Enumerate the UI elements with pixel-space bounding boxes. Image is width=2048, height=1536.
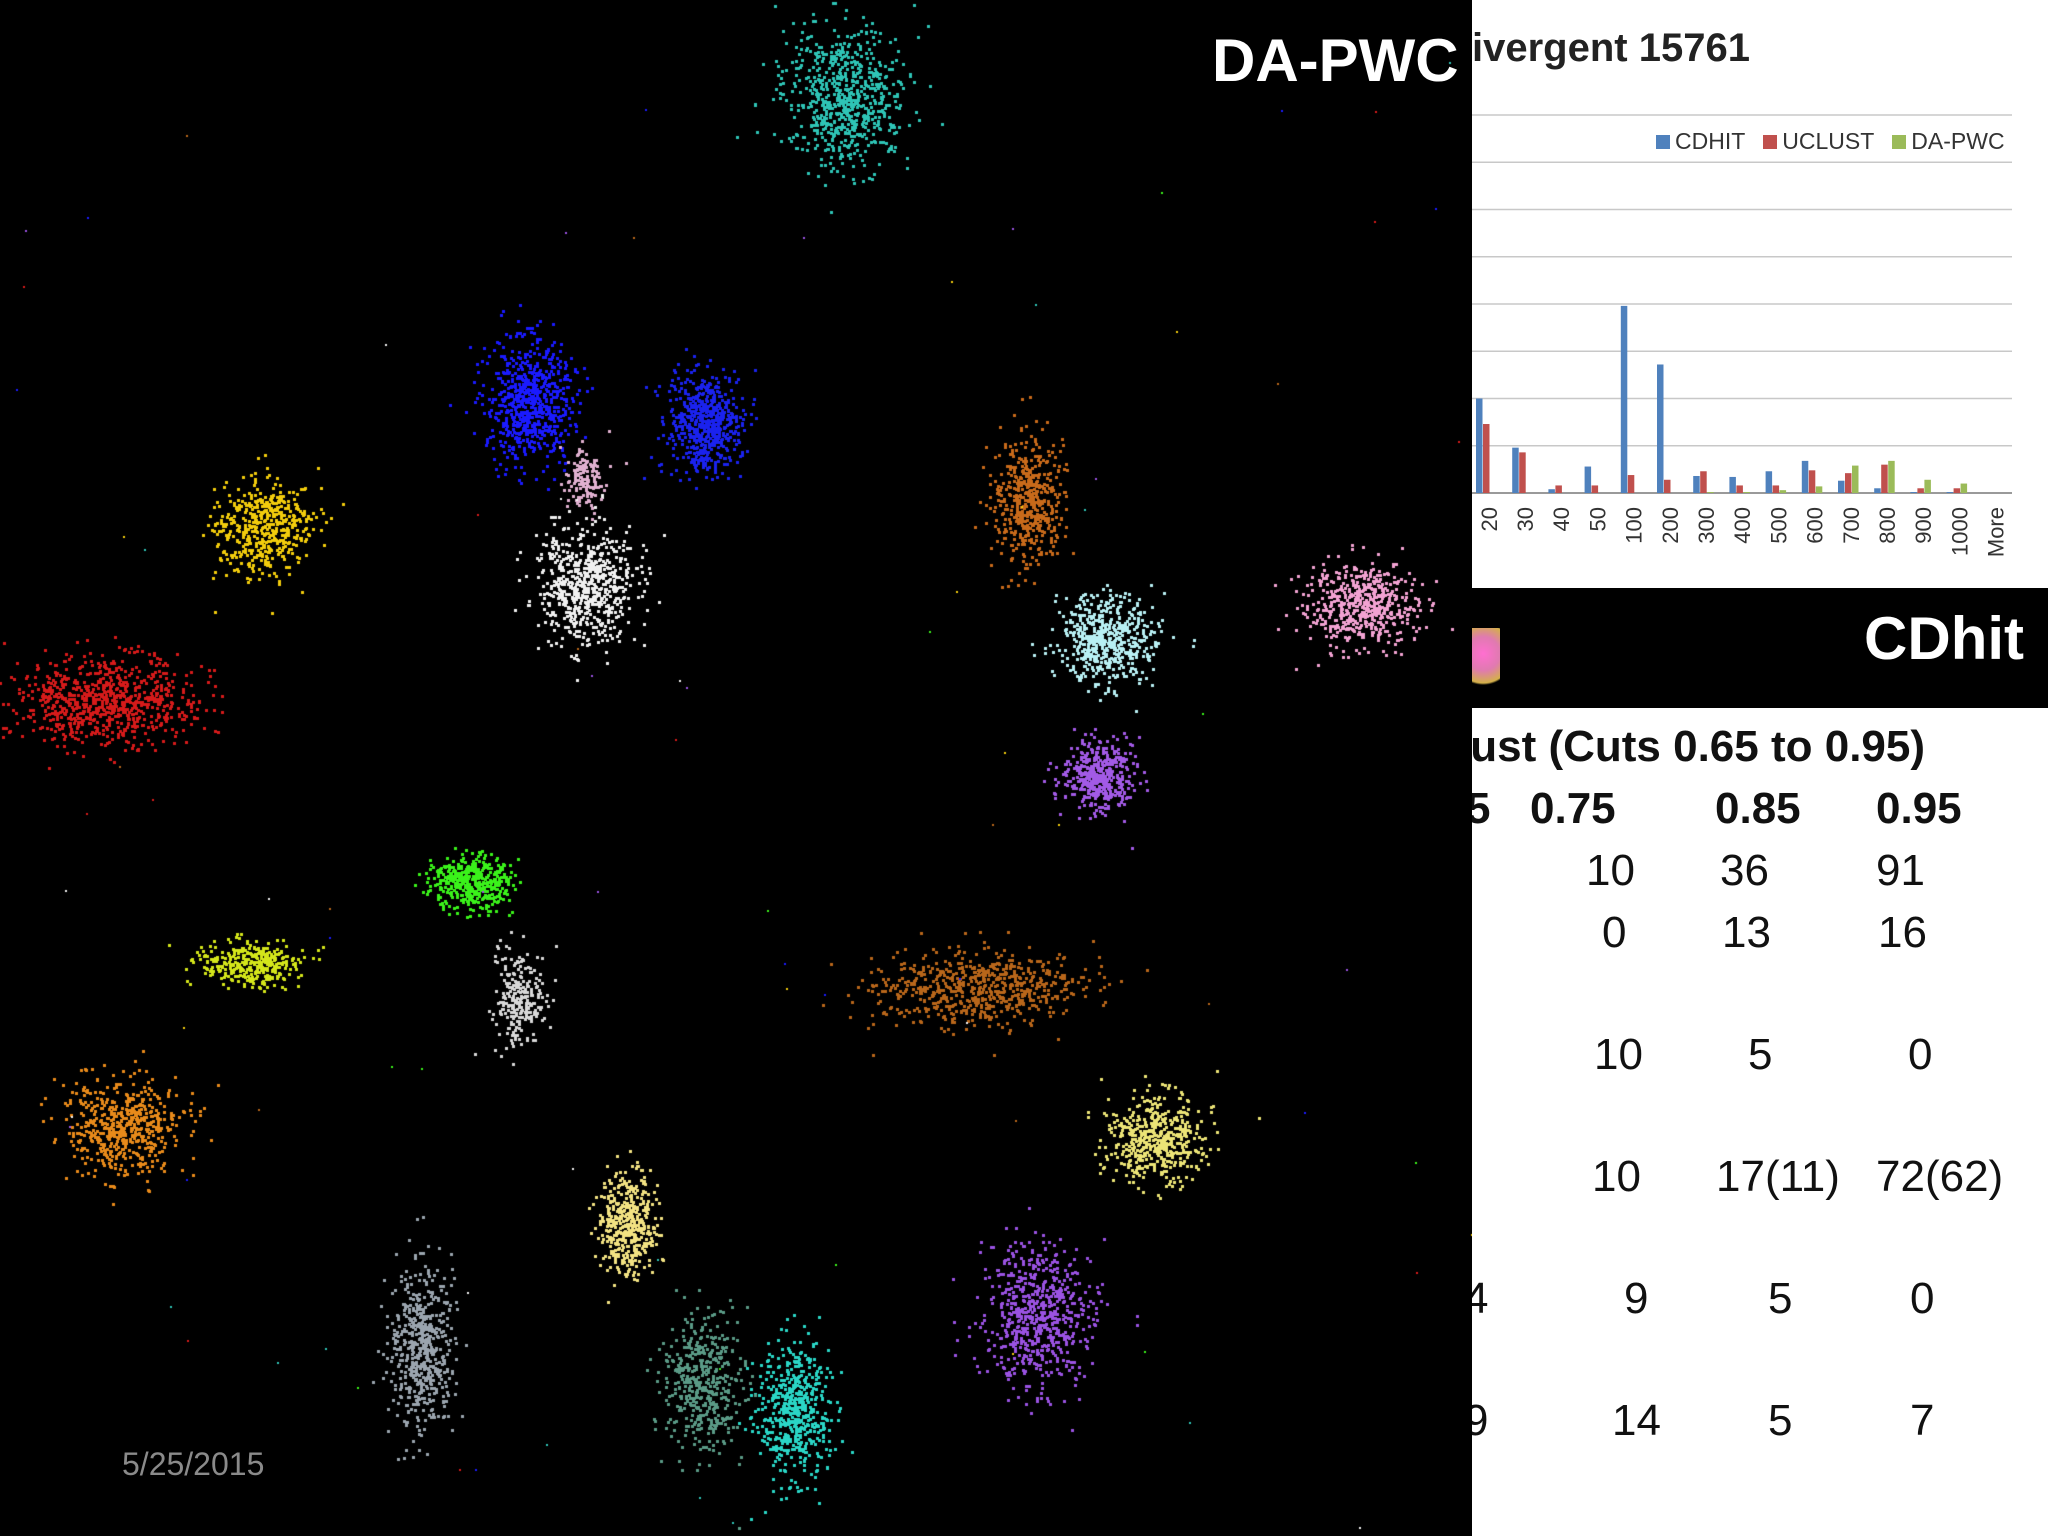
legend-item-cdhit: CDHIT xyxy=(1656,128,1745,155)
cdhit-cluster-fragment xyxy=(1472,628,1500,692)
table-cell: 13 xyxy=(1722,908,1771,957)
table-cell: 10 xyxy=(1592,1152,1641,1201)
x-tick-label: 20 xyxy=(1477,507,1502,531)
table-cell: 0 xyxy=(1910,1274,1935,1323)
bar-cdhit-400 xyxy=(1729,476,1736,493)
dapwc-scatter-panel: DA-PWC 5/25/2015 xyxy=(0,0,1472,1536)
bar-cdhit-900 xyxy=(1910,492,1917,493)
table-cell: 16 xyxy=(1878,908,1927,957)
legend-item-uclust: UCLUST xyxy=(1763,128,1874,155)
bar-cdhit-50 xyxy=(1584,466,1592,493)
x-tick-label: 700 xyxy=(1839,507,1864,544)
x-tick-label: 600 xyxy=(1803,507,1828,544)
bar-cdhit-600 xyxy=(1801,460,1809,493)
bar-chart-panel: 20 30 40 50 100 200 300 400 500 600 700 800 900 1000 M… xyxy=(1472,0,2048,588)
bar-cdhit-700 xyxy=(1838,480,1845,493)
bar-uclust-200 xyxy=(1664,479,1671,493)
bar-uclust-700 xyxy=(1845,473,1852,493)
bar-uclust-100 xyxy=(1627,475,1635,493)
legend-label-uclust: UCLUST xyxy=(1782,128,1875,154)
legend-label-dapwc: DA-PWC xyxy=(1911,128,2005,154)
legend-label-cdhit: CDHIT xyxy=(1675,128,1746,154)
legend-swatch-dapwc xyxy=(1892,134,1907,149)
table-cell: 14 xyxy=(1612,1396,1661,1445)
bar-da-pwc-900 xyxy=(1924,479,1931,493)
table-cell: 91 xyxy=(1876,846,1925,895)
legend-swatch-uclust xyxy=(1763,134,1778,149)
table-cell: 0 xyxy=(1602,908,1627,957)
cdhit-panel: CDhit xyxy=(1472,588,2048,708)
cdhit-label: CDhit xyxy=(1864,605,2024,672)
bar-uclust-30 xyxy=(1519,452,1526,493)
x-tick-label: 400 xyxy=(1730,507,1755,544)
bar-da-pwc-300 xyxy=(1707,492,1714,493)
table-cell: 9 xyxy=(1624,1274,1649,1323)
x-tick-label: 1000 xyxy=(1947,507,1972,556)
bar-da-pwc-600 xyxy=(1815,486,1823,493)
x-tick-label: 100 xyxy=(1622,507,1647,544)
table-cell: 5 xyxy=(1748,1030,1773,1079)
table-cell: 10 xyxy=(1594,1030,1643,1079)
table-cell: 10 xyxy=(1586,846,1635,895)
table-cell: 0 xyxy=(1908,1030,1933,1079)
bar-cdhit-30 xyxy=(1512,447,1519,493)
bar-uclust-1000 xyxy=(1953,488,1961,493)
bar-cdhit-200 xyxy=(1657,364,1664,493)
dapwc-label: DA-PWC xyxy=(1212,27,1459,94)
table-cell: 5 xyxy=(1768,1396,1793,1445)
bar-da-pwc-700 xyxy=(1852,465,1859,493)
table-cell: 36 xyxy=(1720,846,1769,895)
bar-cdhit-800 xyxy=(1874,488,1881,493)
table-header-095: 0.95 xyxy=(1876,784,1962,833)
bar-uclust-50 xyxy=(1591,485,1599,493)
x-tick-label: 30 xyxy=(1513,507,1538,531)
x-tick-label: 50 xyxy=(1585,507,1610,531)
bar-cdhit-500 xyxy=(1765,471,1773,493)
x-tick-label: 800 xyxy=(1875,507,1900,544)
x-tick-label: 200 xyxy=(1658,507,1683,544)
bar-uclust-500 xyxy=(1772,485,1780,493)
bar-uclust-900 xyxy=(1917,488,1924,493)
x-tick-label: 300 xyxy=(1694,507,1719,544)
x-tick-label: 500 xyxy=(1766,507,1791,544)
bar-cdhit-1000 xyxy=(1946,492,1954,493)
x-tick-label: 900 xyxy=(1911,507,1936,544)
bar-da-pwc-400 xyxy=(1743,492,1750,493)
table-cell: 5 xyxy=(1768,1274,1793,1323)
bar-chart: 20 30 40 50 100 200 300 400 500 600 700 800 900 1000 M… xyxy=(1472,114,2012,557)
bar-da-pwc-500 xyxy=(1779,490,1787,493)
bar-uclust-800 xyxy=(1881,464,1888,493)
legend-swatch-cdhit xyxy=(1656,134,1670,149)
bar-cdhit-300 xyxy=(1693,475,1700,493)
bar-uclust-400 xyxy=(1736,485,1743,493)
bar-uclust-40 xyxy=(1555,485,1562,493)
x-tick-label: More xyxy=(1984,507,2009,557)
table-cell: 72(62) xyxy=(1876,1152,2004,1201)
chart-title: ivergent 15761 xyxy=(1472,26,1750,70)
date-label: 5/25/2015 xyxy=(122,1446,265,1482)
bar-uclust-20 xyxy=(1483,424,1490,493)
table-title: lust (Cuts 0.65 to 0.95) xyxy=(1458,722,1926,771)
bar-uclust-300 xyxy=(1700,471,1707,493)
bar-da-pwc-1000 xyxy=(1960,483,1968,493)
bar-cdhit-40 xyxy=(1548,489,1555,493)
cluster-scatter-plot xyxy=(0,0,1472,1536)
bar-da-pwc-800 xyxy=(1888,460,1895,493)
bar-cdhit-20 xyxy=(1476,398,1483,493)
table-cell: 7 xyxy=(1910,1396,1935,1445)
table-header-085: 0.85 xyxy=(1715,784,1801,833)
bar-uclust-600 xyxy=(1808,470,1816,493)
x-tick-label: 40 xyxy=(1549,507,1574,531)
cluster-table: lust (Cuts 0.65 to 0.95) 5 0.75 0.85 0.9… xyxy=(1458,708,2048,1536)
chart-legend: CDHIT UCLUST DA-PWC xyxy=(1656,128,2005,155)
bar-cdhit-100 xyxy=(1620,305,1628,493)
table-header-075: 0.75 xyxy=(1530,784,1616,833)
legend-item-dapwc: DA-PWC xyxy=(1892,128,2005,155)
table-cell: 17(11) xyxy=(1716,1152,1840,1201)
